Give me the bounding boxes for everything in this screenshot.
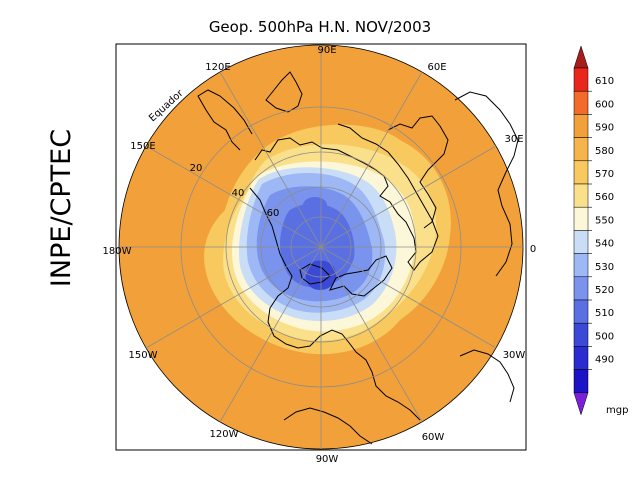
meridian-120w (219, 246, 322, 423)
meridian-120e (219, 71, 322, 248)
lon-label-150w: 150W (129, 350, 158, 361)
chart-title: Geop. 500hPa H.N. NOV/2003 (209, 18, 431, 36)
lat-label-40: 40 (232, 188, 245, 199)
colorbar-level-label: 540 (595, 239, 614, 250)
colorbar-level-label: 520 (595, 285, 614, 296)
meridian-150e (145, 145, 322, 248)
lon-label-90e: 90E (317, 45, 336, 56)
colorbar-level-label: 580 (595, 146, 614, 157)
lat-label-20: 20 (190, 163, 203, 174)
colorbar-segment (573, 137, 589, 162)
coastline-greenland (329, 255, 393, 297)
colorbar-segment (573, 206, 589, 231)
colorbar-level-label: 590 (595, 123, 614, 134)
colorbar-level-label: 510 (595, 308, 614, 319)
colorbar-segment (573, 160, 589, 185)
colorbar-bottom-arrow (573, 392, 589, 416)
colorbar-unit: mgp (606, 405, 628, 416)
lon-label-0: 0 (530, 244, 536, 255)
lon-label-120e: 120E (205, 62, 230, 73)
coastline-eurasia (254, 123, 439, 271)
meridian-30w (320, 246, 497, 349)
side-label: INPE/CPTEC (46, 129, 77, 287)
coastline-central-america (283, 407, 373, 445)
colorbar-level-label: 600 (595, 99, 614, 110)
graticule (118, 44, 524, 450)
meridian-150w (145, 246, 322, 349)
meridian-30e (320, 145, 497, 248)
contour-510-520-siberia (303, 197, 327, 213)
colorbar-level-label: 550 (595, 215, 614, 226)
colorbar-segment (573, 230, 589, 254)
colorbar-segment (573, 322, 589, 347)
coastline-africa (454, 91, 519, 277)
coastline-arctic-islands (299, 263, 331, 285)
lon-label-60w: 60W (422, 432, 445, 443)
colorbar-level-label: 610 (595, 76, 614, 87)
longitude-labels: 90E 60E 30E 0 30W 60W 90W 120W 150W 180W… (103, 45, 537, 465)
coastline-east-asia (197, 89, 253, 151)
lon-label-120w: 120W (210, 429, 239, 440)
colorbar: 610 600 590 580 570 560 550 540 530 520 510 500 490 m… (573, 45, 628, 416)
colorbar-segment (573, 67, 589, 92)
colorbar-segment (573, 114, 589, 138)
lon-label-30e: 30E (504, 134, 523, 145)
meridian-60w (320, 246, 423, 423)
lat-label-60: 60 (267, 208, 280, 219)
lon-label-30w: 30W (503, 350, 526, 361)
lon-label-60e: 60E (427, 62, 446, 73)
colorbar-segment (573, 369, 589, 394)
colorbar-level-label: 500 (595, 331, 614, 342)
coastline-japan (265, 71, 303, 113)
colorbar-level-label: 570 (595, 169, 614, 180)
colorbar-segment (573, 90, 589, 115)
colorbar-top-arrow (573, 45, 589, 69)
lon-label-90w: 90W (316, 454, 339, 465)
colorbar-segment (573, 183, 589, 208)
colorbar-level-label: 560 (595, 192, 614, 203)
colorbar-level-label: 490 (595, 355, 614, 366)
lon-label-150e: 150E (130, 141, 155, 152)
colorbar-segment (573, 346, 589, 370)
colorbar-level-label: 530 (595, 262, 614, 273)
lon-label-180w: 180W (103, 246, 132, 257)
meridian-60e (320, 71, 423, 248)
coastline-europe (387, 115, 449, 229)
colorbar-segment (573, 253, 589, 278)
coastline-south-america (459, 349, 515, 403)
colorbar-segment (573, 276, 589, 301)
colorbar-segment (573, 299, 589, 324)
